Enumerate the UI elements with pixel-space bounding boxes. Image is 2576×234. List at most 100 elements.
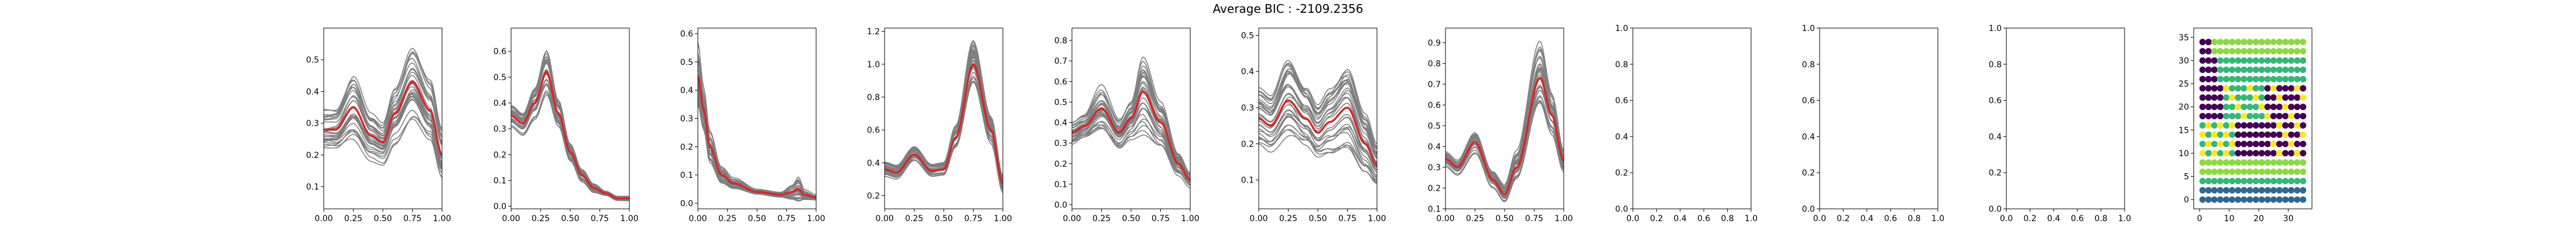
scatter-point xyxy=(2276,39,2283,46)
scatter-point xyxy=(2288,48,2295,55)
scatter-point xyxy=(2217,131,2224,138)
scatter-point xyxy=(2205,104,2212,111)
scatter-point xyxy=(2217,196,2224,203)
scatter-point xyxy=(2258,196,2265,203)
y-tick-label: 35 xyxy=(2178,33,2189,43)
sample-curve xyxy=(511,68,629,198)
x-tick-label: 0.00 xyxy=(688,214,707,223)
x-tick-label: 0.00 xyxy=(1249,214,1268,223)
y-tick-label: 0.6 xyxy=(1615,97,1628,106)
scatter-point xyxy=(2294,113,2301,119)
scatter-point xyxy=(2217,150,2224,157)
sample-curve xyxy=(1259,123,1377,176)
scatter-point xyxy=(2270,94,2277,101)
scatter-point xyxy=(2288,57,2295,64)
scatter-point xyxy=(2205,94,2212,101)
x-tick-label: 0.25 xyxy=(532,214,550,223)
scatter-point xyxy=(2211,104,2218,111)
scatter-point xyxy=(2235,159,2242,166)
scatter-point xyxy=(2288,94,2295,101)
scatter-point xyxy=(2241,150,2248,157)
scatter-point xyxy=(2246,159,2253,166)
scatter-point xyxy=(2264,168,2271,176)
scatter-points xyxy=(2199,39,2307,203)
x-tick-label: 0.50 xyxy=(934,214,953,223)
scatter-point xyxy=(2294,159,2301,166)
scatter-point xyxy=(2300,66,2307,73)
subplot-3: 0.00 0.25 0.50 0.75 1.00 0.0 0.1 0.2 0.3 0.4 0.5 0.… xyxy=(680,27,825,223)
y-tick-label: 0.8 xyxy=(867,93,880,102)
y-tick-label: 0.4 xyxy=(1989,132,2002,142)
x-tick-label: 0.4 xyxy=(1674,214,1687,223)
scatter-point xyxy=(2282,57,2289,64)
y-tick-label: 0 xyxy=(2184,195,2189,205)
sample-curve xyxy=(511,69,629,199)
scatter-point xyxy=(2282,178,2289,184)
subplot-1: 0.00 0.25 0.50 0.75 1.00 0.1 0.2 0.3 0.4 0.5 xyxy=(306,27,451,223)
scatter-point xyxy=(2258,168,2265,176)
scatter-point xyxy=(2264,196,2271,203)
scatter-point xyxy=(2270,122,2277,129)
scatter-point xyxy=(2294,85,2301,92)
sample-curve xyxy=(324,52,442,135)
y-tick-label: 0.1 xyxy=(1428,205,1441,214)
scatter-point xyxy=(2276,104,2283,111)
scatter-point xyxy=(2246,150,2253,157)
scatter-point xyxy=(2246,85,2253,92)
x-tick-label: 0.50 xyxy=(1122,214,1140,223)
subplot-6: 0.00 0.25 0.50 0.75 1.00 0.1 0.2 0.3 0.4 0.5 xyxy=(1241,27,1386,223)
scatter-point xyxy=(2252,187,2259,194)
scatter-point xyxy=(2282,187,2289,194)
scatter-point xyxy=(2229,48,2236,55)
scatter-point xyxy=(2217,187,2224,194)
scatter-point xyxy=(2252,159,2259,166)
scatter-point xyxy=(2276,131,2283,138)
x-tick-label: 0.75 xyxy=(1338,214,1356,223)
scatter-point xyxy=(2270,187,2277,194)
scatter-point xyxy=(2276,113,2283,119)
scatter-point xyxy=(2264,131,2271,138)
scatter-point xyxy=(2241,48,2248,55)
scatter-point xyxy=(2205,75,2212,82)
y-tick-label: 0.6 xyxy=(1989,97,2002,106)
scatter-point xyxy=(2288,104,2295,111)
scatter-point xyxy=(2217,48,2224,55)
sample-curve xyxy=(1072,81,1190,179)
scatter-point xyxy=(2235,113,2242,119)
x-tick-label: 0.0 xyxy=(2000,214,2013,223)
x-tick-label: 0.00 xyxy=(502,214,520,223)
scatter-point xyxy=(2241,85,2248,92)
x-tick-label: 0.25 xyxy=(905,214,923,223)
scatter-point xyxy=(2199,39,2206,46)
x-tick-label: 0.8 xyxy=(1721,214,1734,223)
x-tick-label: 0.0 xyxy=(1813,214,1826,223)
scatter-point xyxy=(2276,178,2283,184)
y-tick-label: 1.0 xyxy=(1615,24,1628,33)
y-tick-label: 0.1 xyxy=(494,176,506,185)
x-tick-label: 0.2 xyxy=(1837,214,1849,223)
scatter-point xyxy=(2282,159,2289,166)
y-tick-label: 0.3 xyxy=(680,115,693,124)
x-tick-label: 30 xyxy=(2283,214,2294,223)
scatter-point xyxy=(2276,48,2283,55)
y-tick-label: 0.4 xyxy=(1428,142,1441,152)
scatter-point xyxy=(2199,178,2206,184)
scatter-point xyxy=(2205,39,2212,46)
scatter-point xyxy=(2270,178,2277,184)
x-tick-label: 0.8 xyxy=(2094,214,2107,223)
x-tick-label: 0.50 xyxy=(748,214,766,223)
scatter-point xyxy=(2288,196,2295,203)
scatter-point xyxy=(2235,150,2242,157)
subplot-4: 0.00 0.25 0.50 0.75 1.00 0.2 0.4 0.6 0.8 1.0 1.2 xyxy=(867,27,1012,223)
scatter-point xyxy=(2252,75,2259,82)
y-tick-label: 0.1 xyxy=(1054,180,1067,190)
y-tick-label: 0.7 xyxy=(1054,57,1067,66)
scatter-point xyxy=(2241,140,2248,147)
scatter-point xyxy=(2217,178,2224,184)
scatter-point xyxy=(2288,159,2295,166)
scatter-point xyxy=(2211,168,2218,176)
x-tick-label: 1.00 xyxy=(994,214,1012,223)
x-tick-label: 0.75 xyxy=(1525,214,1543,223)
scatter-point xyxy=(2258,39,2265,46)
axes-frame xyxy=(2006,27,2125,209)
